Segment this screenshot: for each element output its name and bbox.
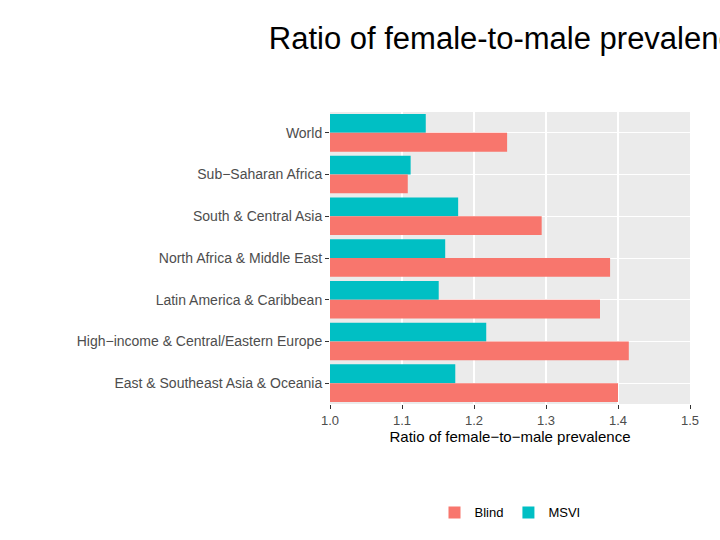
svg-text:1.1: 1.1	[393, 413, 411, 428]
svg-text:North Africa & Middle East: North Africa & Middle East	[159, 250, 323, 266]
svg-text:1.4: 1.4	[609, 413, 627, 428]
svg-text:World: World	[286, 125, 322, 141]
svg-text:1.0: 1.0	[321, 413, 339, 428]
svg-text:East & Southeast Asia & Oceani: East & Southeast Asia & Oceania	[114, 375, 322, 391]
svg-text:South & Central Asia: South & Central Asia	[193, 208, 322, 224]
svg-text:Latin America & Caribbean: Latin America & Caribbean	[156, 292, 323, 308]
svg-text:Ratio of female-to-male preval: Ratio of female-to-male prevalence	[269, 21, 720, 56]
svg-text:High−income & Central/Eastern: High−income & Central/Eastern Europe	[77, 333, 323, 349]
svg-text:Ratio of female−to−male preval: Ratio of female−to−male prevalence	[390, 428, 631, 445]
svg-text:Blind: Blind	[475, 505, 504, 520]
svg-text:1.5: 1.5	[681, 413, 699, 428]
svg-text:MSVI: MSVI	[548, 505, 580, 520]
svg-text:1.3: 1.3	[537, 413, 555, 428]
svg-text:Sub−Saharan Africa: Sub−Saharan Africa	[197, 166, 322, 182]
svg-text:1.2: 1.2	[465, 413, 483, 428]
